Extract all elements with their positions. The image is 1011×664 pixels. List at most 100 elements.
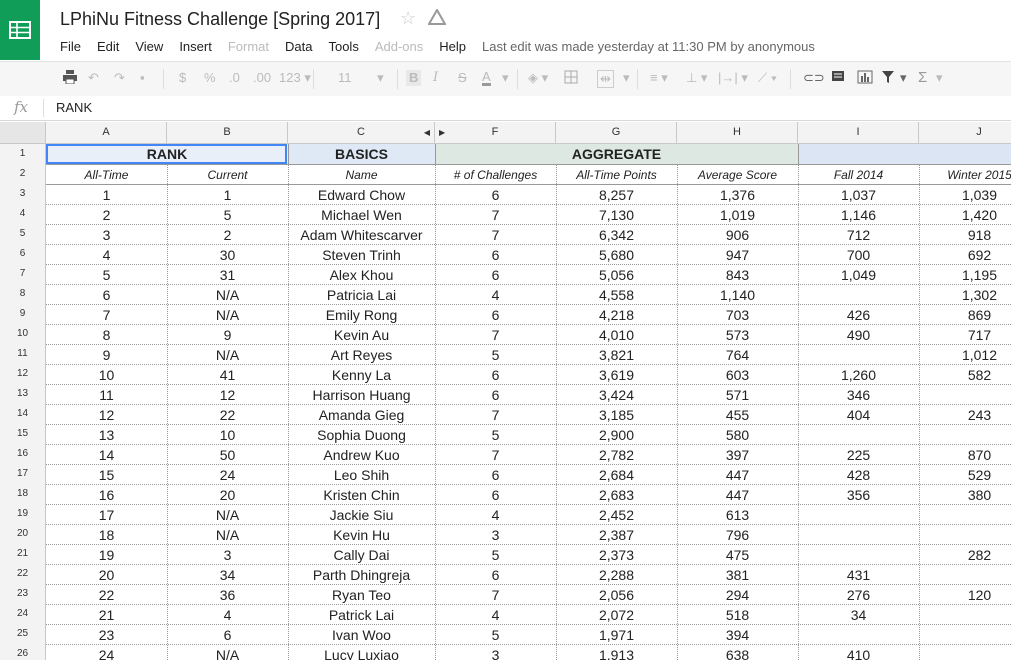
menu-view[interactable]: View: [135, 38, 164, 54]
cell-average-score[interactable]: 381: [725, 567, 750, 583]
cell-all-time-points[interactable]: 4,218: [598, 307, 635, 323]
row-header[interactable]: 11: [17, 348, 28, 359]
cell-fall-2014[interactable]: 712: [846, 227, 871, 243]
cell-name[interactable]: Sophia Duong: [317, 427, 406, 443]
cell-challenges[interactable]: 6: [491, 387, 500, 403]
row-header[interactable]: 19: [16, 508, 29, 519]
cell-name[interactable]: Ivan Woo: [332, 627, 391, 643]
cell-all-time-points[interactable]: 3,619: [598, 367, 635, 383]
row-header[interactable]: 5: [19, 228, 26, 239]
cell-fall-2014[interactable]: [798, 544, 919, 564]
cell-name[interactable]: Emily Rong: [325, 307, 398, 323]
select-all-corner[interactable]: [0, 122, 46, 143]
text-wrap-icon[interactable]: |→| ▾: [718, 70, 748, 85]
cell-current-rank[interactable]: 3: [223, 547, 232, 563]
cell-all-time-rank[interactable]: 15: [98, 467, 115, 483]
cell-all-time-rank[interactable]: 1: [102, 187, 111, 203]
cell-fall-2014[interactable]: 404: [846, 407, 871, 423]
cell-all-time-points[interactable]: 2,452: [598, 507, 635, 523]
cell-fall-2014[interactable]: 426: [846, 307, 871, 323]
cell-winter-2015[interactable]: 717: [967, 327, 992, 343]
strikethrough-button[interactable]: S: [458, 70, 467, 85]
cell-fall-2014[interactable]: [798, 424, 919, 444]
cell-winter-2015[interactable]: [919, 624, 1011, 644]
cell-winter-2015[interactable]: 243: [967, 407, 992, 423]
vertical-align-icon[interactable]: ⊥ ▾: [686, 70, 708, 85]
functions-button[interactable]: Σ: [918, 69, 928, 86]
cell-fall-2014[interactable]: 1,037: [840, 187, 877, 203]
cell-all-time-rank[interactable]: 23: [98, 627, 115, 643]
cell-average-score[interactable]: 1,019: [719, 207, 756, 223]
filter-icon[interactable]: [881, 70, 895, 88]
cell-winter-2015[interactable]: [919, 424, 1011, 444]
cell-name[interactable]: Harrison Huang: [312, 387, 411, 403]
cell-current-rank[interactable]: 2: [223, 227, 232, 243]
cell-average-score[interactable]: 703: [725, 307, 750, 323]
row-header[interactable]: 2: [19, 168, 26, 179]
row-header[interactable]: 3: [19, 188, 26, 199]
cell-average-score[interactable]: 906: [725, 227, 750, 243]
cell-challenges[interactable]: 4: [491, 287, 500, 303]
cell-all-time-points[interactable]: 6,342: [598, 227, 635, 243]
column-header-i[interactable]: I: [798, 122, 919, 143]
star-icon[interactable]: ☆: [400, 8, 417, 28]
cell-name[interactable]: Edward Chow: [317, 187, 406, 203]
column-header-b[interactable]: B: [167, 122, 288, 143]
row-header[interactable]: 4: [19, 208, 26, 219]
cell-all-time-points[interactable]: 2,387: [598, 527, 635, 543]
cell-average-score[interactable]: 843: [725, 267, 750, 283]
cell-all-time-points[interactable]: 2,288: [598, 567, 635, 583]
italic-button[interactable]: I: [433, 70, 439, 85]
cell-all-time-points[interactable]: 3,424: [598, 387, 635, 403]
subheader-name[interactable]: Name: [345, 168, 378, 182]
cell-winter-2015[interactable]: 1,195: [961, 267, 998, 283]
cell-winter-2015[interactable]: 1,012: [961, 347, 998, 363]
rank-group-header[interactable]: RANK: [146, 146, 188, 162]
cell-name[interactable]: Cally Dai: [333, 547, 390, 563]
fill-color-icon[interactable]: ◈ ▾: [528, 70, 549, 85]
cell-average-score[interactable]: 447: [725, 487, 750, 503]
cell-current-rank[interactable]: 30: [219, 247, 236, 263]
column-header-a[interactable]: A: [46, 122, 167, 143]
text-rotation-icon[interactable]: ⟋ ▾: [758, 70, 778, 85]
cell-challenges[interactable]: 4: [491, 507, 500, 523]
cell-challenges[interactable]: 3: [491, 527, 500, 543]
filter-dropdown-icon[interactable]: ▾: [900, 70, 907, 85]
text-color-dropdown-icon[interactable]: ▾: [502, 70, 509, 85]
redo-icon[interactable]: ↷: [114, 70, 125, 85]
row-header[interactable]: 25: [16, 628, 29, 639]
cell-average-score[interactable]: 764: [725, 347, 750, 363]
cell-name[interactable]: Kenny La: [331, 367, 392, 383]
cell-name[interactable]: Michael Wen: [321, 207, 402, 223]
cell-all-time-rank[interactable]: 22: [98, 587, 115, 603]
cell-fall-2014[interactable]: [798, 624, 919, 644]
cell-fall-2014[interactable]: [798, 344, 919, 364]
cell-current-rank[interactable]: 34: [219, 567, 236, 583]
basics-group-header[interactable]: BASICS: [335, 146, 388, 162]
cell-winter-2015[interactable]: 1,039: [961, 187, 998, 203]
cell-current-rank[interactable]: 9: [223, 327, 232, 343]
cell-all-time-points[interactable]: 3,821: [598, 347, 635, 363]
cell-current-rank[interactable]: N/A: [215, 527, 240, 543]
cell-name[interactable]: Art Reyes: [330, 347, 393, 363]
cell-average-score[interactable]: 573: [725, 327, 750, 343]
cell-all-time-points[interactable]: 2,683: [598, 487, 635, 503]
row-header[interactable]: 14: [16, 408, 29, 419]
cell-winter-2015[interactable]: 380: [967, 487, 992, 503]
cell-winter-2015[interactable]: [919, 604, 1011, 624]
row-header[interactable]: 26: [16, 648, 29, 659]
subheader-challenges[interactable]: # of Challenges: [453, 168, 538, 182]
cell-all-time-points[interactable]: 3,185: [598, 407, 635, 423]
cell-average-score[interactable]: 796: [725, 527, 750, 543]
column-header-f[interactable]: ▶ F: [435, 122, 556, 143]
text-color-button[interactable]: A: [482, 69, 491, 86]
cell-challenges[interactable]: 7: [491, 407, 500, 423]
cell-challenges[interactable]: 6: [491, 487, 500, 503]
cell-challenges[interactable]: 7: [491, 327, 500, 343]
borders-icon[interactable]: [564, 70, 578, 88]
cell-fall-2014[interactable]: 490: [846, 327, 871, 343]
menu-file[interactable]: File: [60, 38, 81, 54]
cell-fall-2014[interactable]: 700: [846, 247, 871, 263]
cell-average-score[interactable]: 571: [725, 387, 750, 403]
cell-all-time-rank[interactable]: 11: [99, 387, 114, 403]
